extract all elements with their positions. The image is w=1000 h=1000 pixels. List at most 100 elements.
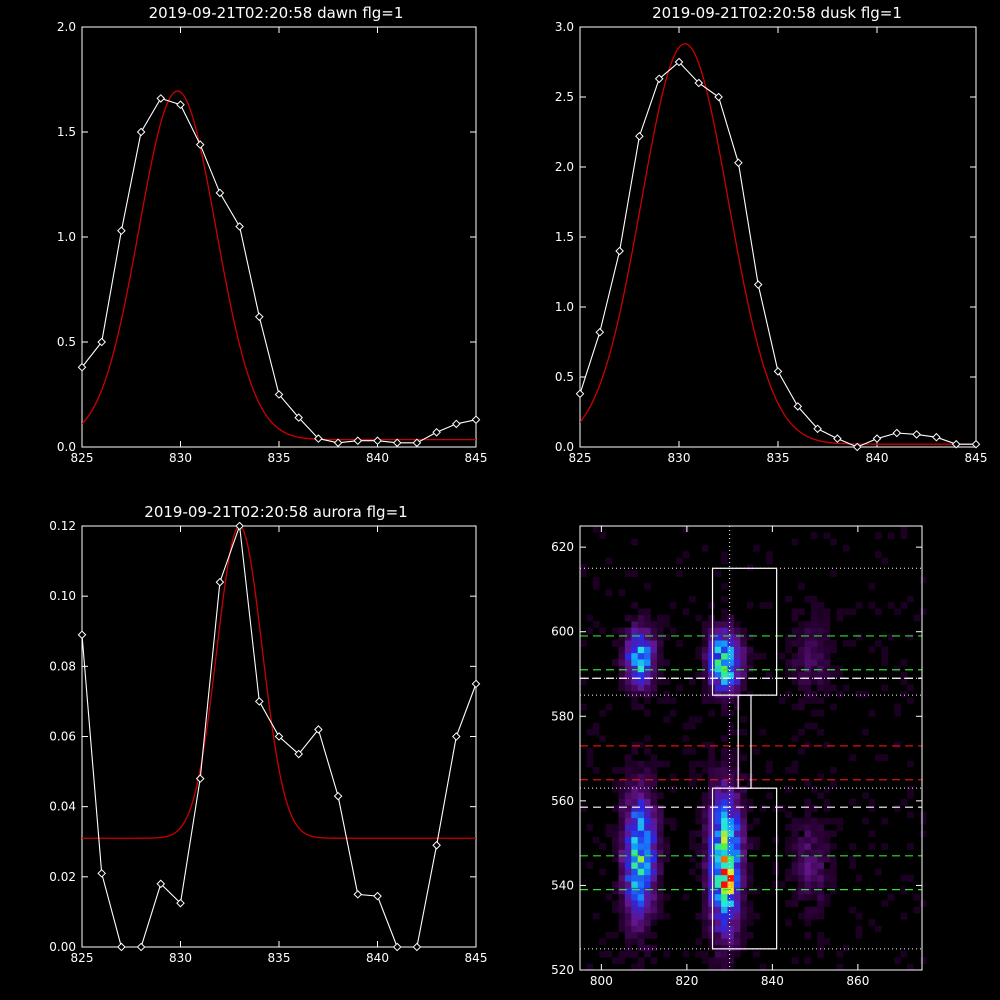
heatmap-cell [689,678,696,685]
heatmap-cell [714,938,722,945]
heatmap-cell [740,646,748,654]
heatmap-cell [676,640,683,647]
heatmap-cell [727,950,735,958]
heatmap-cell [637,925,645,933]
heatmap-cell [663,659,671,666]
heatmap-cell [714,817,722,825]
heatmap-cell [740,671,748,679]
heatmap-cell [721,900,728,907]
heatmap-cell [612,931,619,939]
heatmap-cell [830,640,837,647]
heatmap-cell [644,906,651,914]
heatmap-cell [746,798,754,806]
heatmap-cell [708,900,715,907]
heatmap-cell [836,614,844,622]
heatmap-cell [721,786,728,793]
heatmap-cell [727,900,735,907]
y-tick-label: 0.0 [57,440,76,454]
heatmap-cell [810,836,818,844]
heatmap-cell [791,640,799,647]
heatmap-cell [727,906,735,914]
heatmap-cell [721,957,728,964]
heatmap-cell [753,950,760,958]
heatmap-cell [733,817,741,825]
heatmap-cell [810,640,818,647]
heatmap-cell [798,671,805,679]
heatmap-cell [714,798,722,806]
heatmap-cell [624,792,632,800]
heatmap-cell [804,874,812,882]
heatmap-cell [644,893,651,901]
heatmap-cell [612,957,619,964]
heatmap-cell [740,881,748,888]
heatmap-cell [701,855,709,863]
heatmap-cell [618,912,626,920]
heatmap-cell [624,862,632,869]
heatmap-cell [733,805,741,812]
heatmap-cell [810,627,818,635]
heatmap-cell [907,633,914,641]
heatmap-cell [727,849,735,857]
heatmap-cell [721,627,728,635]
heatmap-cell [823,805,831,812]
heatmap-cell [804,881,812,888]
heatmap-cell [708,874,715,882]
heatmap-cell [727,931,735,939]
heatmap-cell [624,817,632,825]
heatmap-cell [656,671,664,679]
heatmap-cell [695,773,703,781]
heatmap-cell [618,811,626,819]
heatmap-cell [721,893,728,901]
heatmap-cell [740,811,748,819]
heatmap-cell [727,786,735,793]
heatmap-cell [631,697,639,704]
heatmap-cell [727,760,735,768]
heatmap-cell [733,855,741,863]
heatmap-cell [868,843,876,850]
heatmap-cell [740,893,748,901]
data-point [314,434,323,443]
data-point [314,725,323,734]
heatmap-cell [874,925,882,933]
heatmap-cell [785,671,792,679]
heatmap-cell [708,938,715,945]
heatmap-cell [644,614,651,622]
heatmap-cell [765,792,773,800]
data-point [793,402,803,411]
heatmap-cell [900,678,908,685]
heatmap-cell [733,633,741,641]
data-point [333,791,343,801]
heatmap-cell [599,868,606,876]
heatmap-cell [637,868,645,876]
heatmap-cell [624,652,632,660]
heatmap-cell [631,621,639,628]
heatmap-cell [721,817,728,825]
heatmap-cell [733,925,741,933]
heatmap-cell [817,608,824,616]
heatmap-cell [733,671,741,679]
heatmap-cell [714,925,722,933]
heatmap-cell [727,646,735,654]
y-tick-label: 2.0 [57,20,76,34]
heatmap-cell [580,564,587,571]
heatmap-cell [791,957,799,964]
heatmap-cell [791,671,799,679]
heatmap-cell [791,900,799,907]
heatmap-cell [855,931,863,939]
heatmap-cell [631,900,639,907]
heatmap-cell [631,602,639,609]
heatmap-cell [804,627,812,635]
heatmap-cell [708,868,715,876]
heatmap-cell [708,760,715,768]
heatmap-cell [740,900,748,907]
heatmap-cell [881,557,889,565]
heatmap-cell [708,773,715,781]
data-point [451,419,461,429]
heatmap-cell [823,621,831,628]
data-point [432,427,441,437]
heatmap-cell [695,950,703,958]
heatmap-cell [721,633,728,641]
heatmap-cell [650,779,658,787]
heatmap-cell [644,621,651,628]
heatmap-cell [772,868,780,876]
